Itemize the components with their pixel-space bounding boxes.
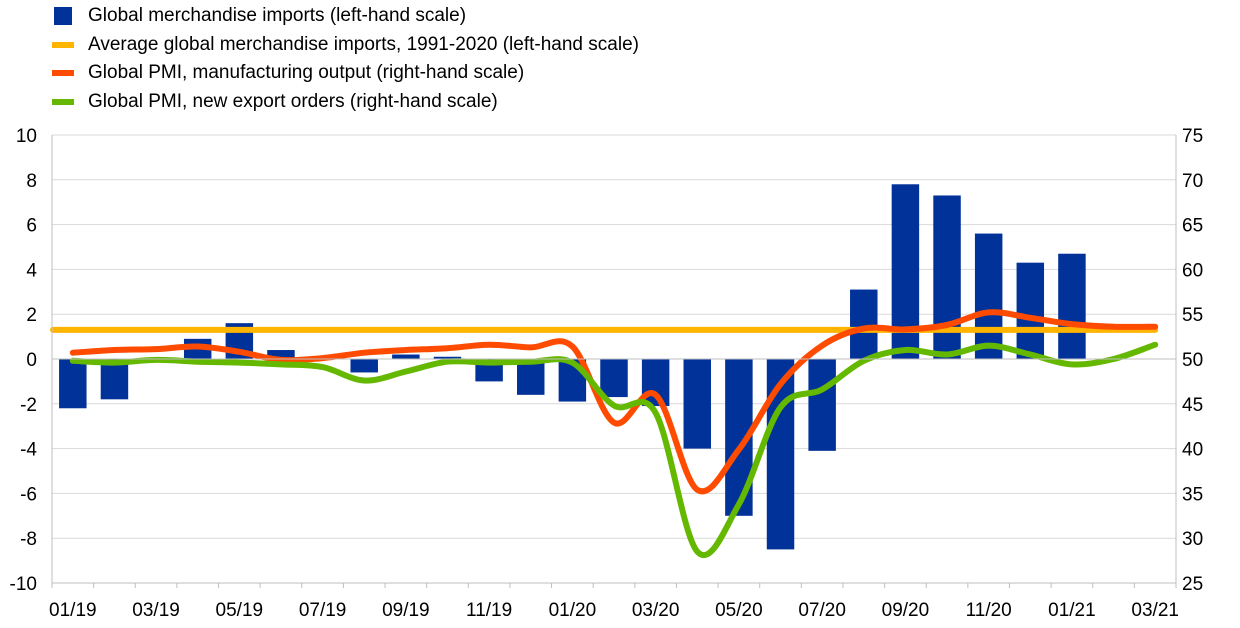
bar-series xyxy=(59,184,1086,550)
right-tick-label: 30 xyxy=(1182,529,1203,550)
legend-label: Global merchandise imports (left-hand sc… xyxy=(88,5,467,26)
bar xyxy=(433,356,462,359)
x-tick-label: 07/20 xyxy=(798,600,846,621)
legend-swatch xyxy=(52,41,74,48)
right-tick-label: 45 xyxy=(1182,395,1203,416)
bar xyxy=(1016,262,1045,359)
legend-item: Average global merchandise imports, 1991… xyxy=(52,31,639,60)
legend-swatch xyxy=(52,70,74,76)
bar xyxy=(683,359,711,449)
bar xyxy=(808,359,836,451)
x-tick-label: 01/20 xyxy=(549,600,597,621)
x-tick-label: 03/19 xyxy=(132,600,180,621)
right-tick-label: 75 xyxy=(1182,126,1203,147)
right-tick-label: 50 xyxy=(1182,350,1203,371)
bar xyxy=(100,359,129,400)
x-tick-label: 03/20 xyxy=(632,600,680,621)
legend-item: Global PMI, manufacturing output (right-… xyxy=(52,59,639,88)
chart-legend: Global merchandise imports (left-hand sc… xyxy=(52,2,639,116)
right-tick-label: 40 xyxy=(1182,440,1203,461)
axes: -10 -8 -6 -4 -2 0 2 4 6 8 10 25 30 35 40 45 50 55 60 65 70 75… xyxy=(10,126,1204,621)
bar xyxy=(974,233,1003,359)
bar xyxy=(933,195,961,359)
x-tick-label: 09/20 xyxy=(882,600,930,621)
bar xyxy=(392,354,420,359)
x-tick-label: 07/19 xyxy=(299,600,347,621)
x-tick-label: 09/19 xyxy=(382,600,430,621)
legend-item: Global PMI, new export orders (right-han… xyxy=(52,88,639,117)
bar xyxy=(1058,253,1086,359)
left-tick-label: -10 xyxy=(10,574,37,595)
right-tick-label: 25 xyxy=(1182,574,1203,595)
x-tick-label: 05/19 xyxy=(216,600,264,621)
bar xyxy=(600,359,628,398)
right-tick-label: 65 xyxy=(1182,216,1203,237)
legend-item: Global merchandise imports (left-hand sc… xyxy=(52,2,639,31)
right-tick-label: 70 xyxy=(1182,171,1203,192)
x-tick-label: 01/19 xyxy=(49,600,97,621)
bar xyxy=(59,359,87,409)
legend-label: Global PMI, new export orders (right-han… xyxy=(88,90,498,112)
series-line xyxy=(69,341,1159,558)
left-tick-label: -8 xyxy=(20,529,37,550)
bar xyxy=(350,359,378,373)
left-tick-label: 4 xyxy=(26,260,37,281)
legend-label: Global PMI, manufacturing output (right-… xyxy=(88,62,525,83)
series-line xyxy=(69,309,1159,495)
bar xyxy=(517,359,545,395)
left-tick-label: 2 xyxy=(26,305,37,326)
left-tick-label: 6 xyxy=(26,216,37,237)
legend-swatch xyxy=(52,98,74,105)
legend-swatch xyxy=(54,7,72,25)
x-tick-label: 11/20 xyxy=(966,600,1012,621)
bar xyxy=(766,359,795,550)
x-tick-label: 03/21 xyxy=(1131,600,1179,621)
left-tick-label: 0 xyxy=(26,350,37,371)
legend-label: Average global merchandise imports, 1991… xyxy=(88,33,639,55)
right-tick-label: 35 xyxy=(1182,484,1203,505)
left-tick-label: -4 xyxy=(20,440,37,461)
line-series xyxy=(50,309,1159,558)
bar xyxy=(850,289,878,359)
left-tick-label: -6 xyxy=(20,484,37,505)
x-tick-label: 05/20 xyxy=(715,600,763,621)
right-tick-label: 60 xyxy=(1182,260,1203,281)
x-tick-label: 01/21 xyxy=(1048,600,1096,621)
left-tick-label: 10 xyxy=(16,126,37,147)
bar xyxy=(267,350,295,359)
x-tick-label: 11/19 xyxy=(466,600,512,621)
left-tick-label: -2 xyxy=(20,395,37,416)
right-tick-label: 55 xyxy=(1182,305,1203,326)
left-tick-label: 8 xyxy=(26,171,37,192)
